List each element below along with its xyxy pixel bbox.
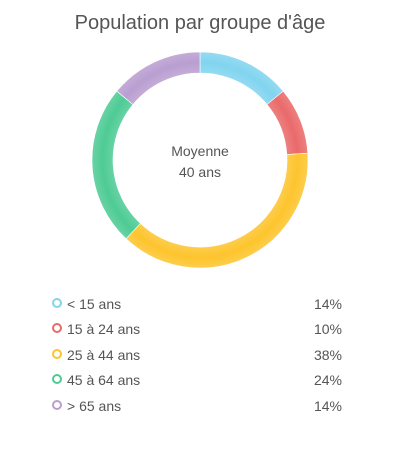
legend-item[interactable]: 15 à 24 ans 10% — [52, 320, 344, 345]
legend-label: > 65 ans — [67, 397, 122, 414]
legend-value: 10% — [313, 321, 342, 338]
legend-marker-icon — [52, 348, 62, 359]
center-label-title: Moyenne — [171, 143, 229, 159]
legend-item[interactable]: < 15 ans 14% — [52, 295, 344, 320]
legend-marker-icon — [52, 399, 62, 410]
legend-item[interactable]: 25 à 44 ans 38% — [52, 346, 344, 371]
legend-item[interactable]: 45 à 64 ans 24% — [52, 371, 344, 396]
legend-value: 14% — [313, 296, 342, 312]
legend-marker-icon — [52, 374, 62, 385]
donut-slice[interactable] — [116, 52, 201, 105]
legend-value: 38% — [313, 346, 342, 363]
legend-label: < 15 ans — [67, 296, 122, 312]
donut-svg — [92, 52, 308, 268]
chart-title: Population par groupe d'âge — [74, 12, 326, 34]
donut-slice[interactable] — [199, 52, 284, 105]
center-label-value: 40 ans — [178, 164, 222, 180]
legend-value: 24% — [313, 372, 342, 389]
donut-chart: Moyenne 40 ans — [92, 52, 308, 268]
legend: < 15 ans 14% 15 à 24 ans 10% 25 à 44 ans 38% 4… — [52, 295, 344, 422]
legend-item[interactable]: > 65 ans 14% — [52, 397, 344, 422]
legend-label: 25 à 44 ans — [67, 346, 141, 363]
legend-label: 15 à 24 ans — [67, 321, 141, 338]
legend-label: 45 à 64 ans — [67, 372, 141, 389]
legend-value: 14% — [313, 397, 342, 414]
legend-marker-icon — [52, 298, 62, 308]
legend-marker-icon — [52, 323, 62, 334]
